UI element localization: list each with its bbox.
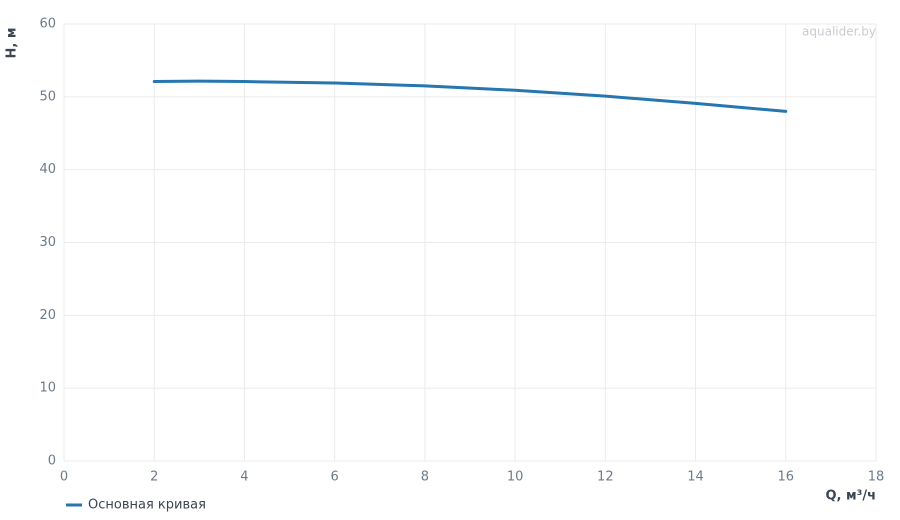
y-tick-label: 0 (48, 454, 56, 469)
x-tick-label: 0 (60, 470, 68, 485)
y-axis-title: H, м (5, 28, 20, 59)
x-tick-label: 2 (150, 470, 158, 485)
line (152, 79, 788, 113)
watermark: aqualider.by (802, 25, 876, 39)
x-tick-label: 16 (778, 470, 795, 485)
x-tick-label: 10 (507, 470, 524, 485)
x-tick-label: 12 (597, 470, 614, 485)
x-axis-title: Q, м³/ч (825, 489, 876, 504)
y-tick-label: 40 (39, 162, 56, 177)
x-tick-label: 18 (868, 470, 885, 485)
y-tick-label: 10 (39, 381, 56, 396)
y-tick-label: 60 (39, 17, 56, 32)
x-tick-label: 8 (421, 470, 429, 485)
y-tick-label: 30 (39, 235, 56, 250)
y-tick-label: 50 (39, 89, 56, 104)
legend-label: Основная кривая (88, 498, 206, 513)
x-tick-label: 6 (331, 470, 339, 485)
x-tick-label: 4 (240, 470, 248, 485)
x-tick-label: 14 (687, 470, 704, 485)
y-tick-label: 20 (39, 308, 56, 323)
